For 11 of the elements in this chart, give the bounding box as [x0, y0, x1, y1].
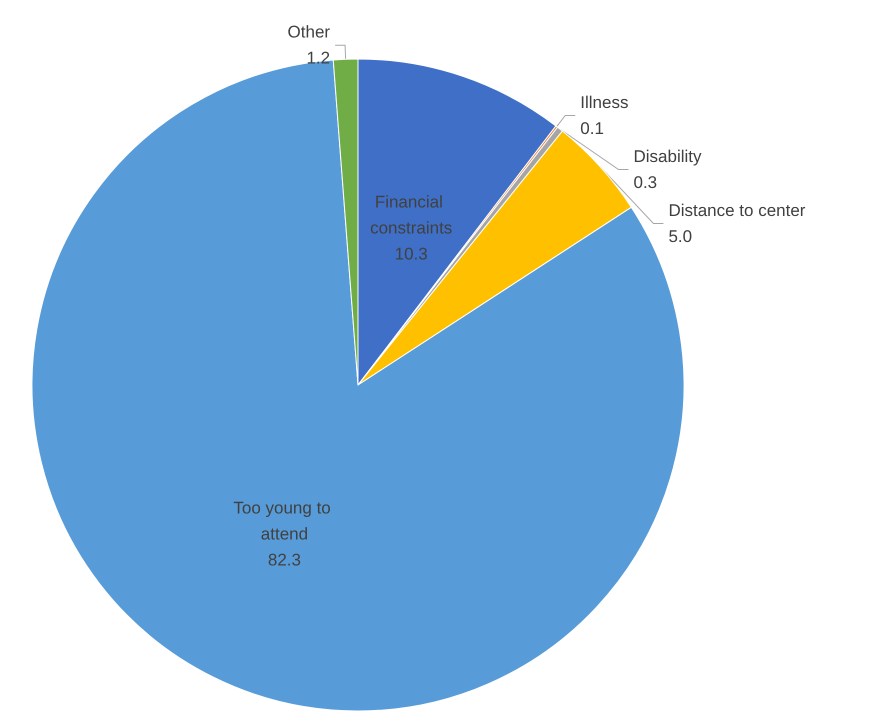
data-label: 10.3: [394, 244, 428, 264]
slice-label: Financial constraints: [370, 192, 452, 238]
data-label: 5.0: [668, 226, 692, 246]
slice-label: Other: [288, 22, 330, 42]
data-label: 82.3: [268, 550, 301, 570]
slice-label: Illness: [580, 92, 628, 112]
data-label: 0.1: [580, 118, 604, 138]
slice-label: Distance to center: [668, 200, 806, 220]
slice-label: Too young to attend: [233, 498, 336, 544]
data-label: 0.3: [634, 172, 658, 192]
slice-label: Disability: [634, 146, 702, 166]
